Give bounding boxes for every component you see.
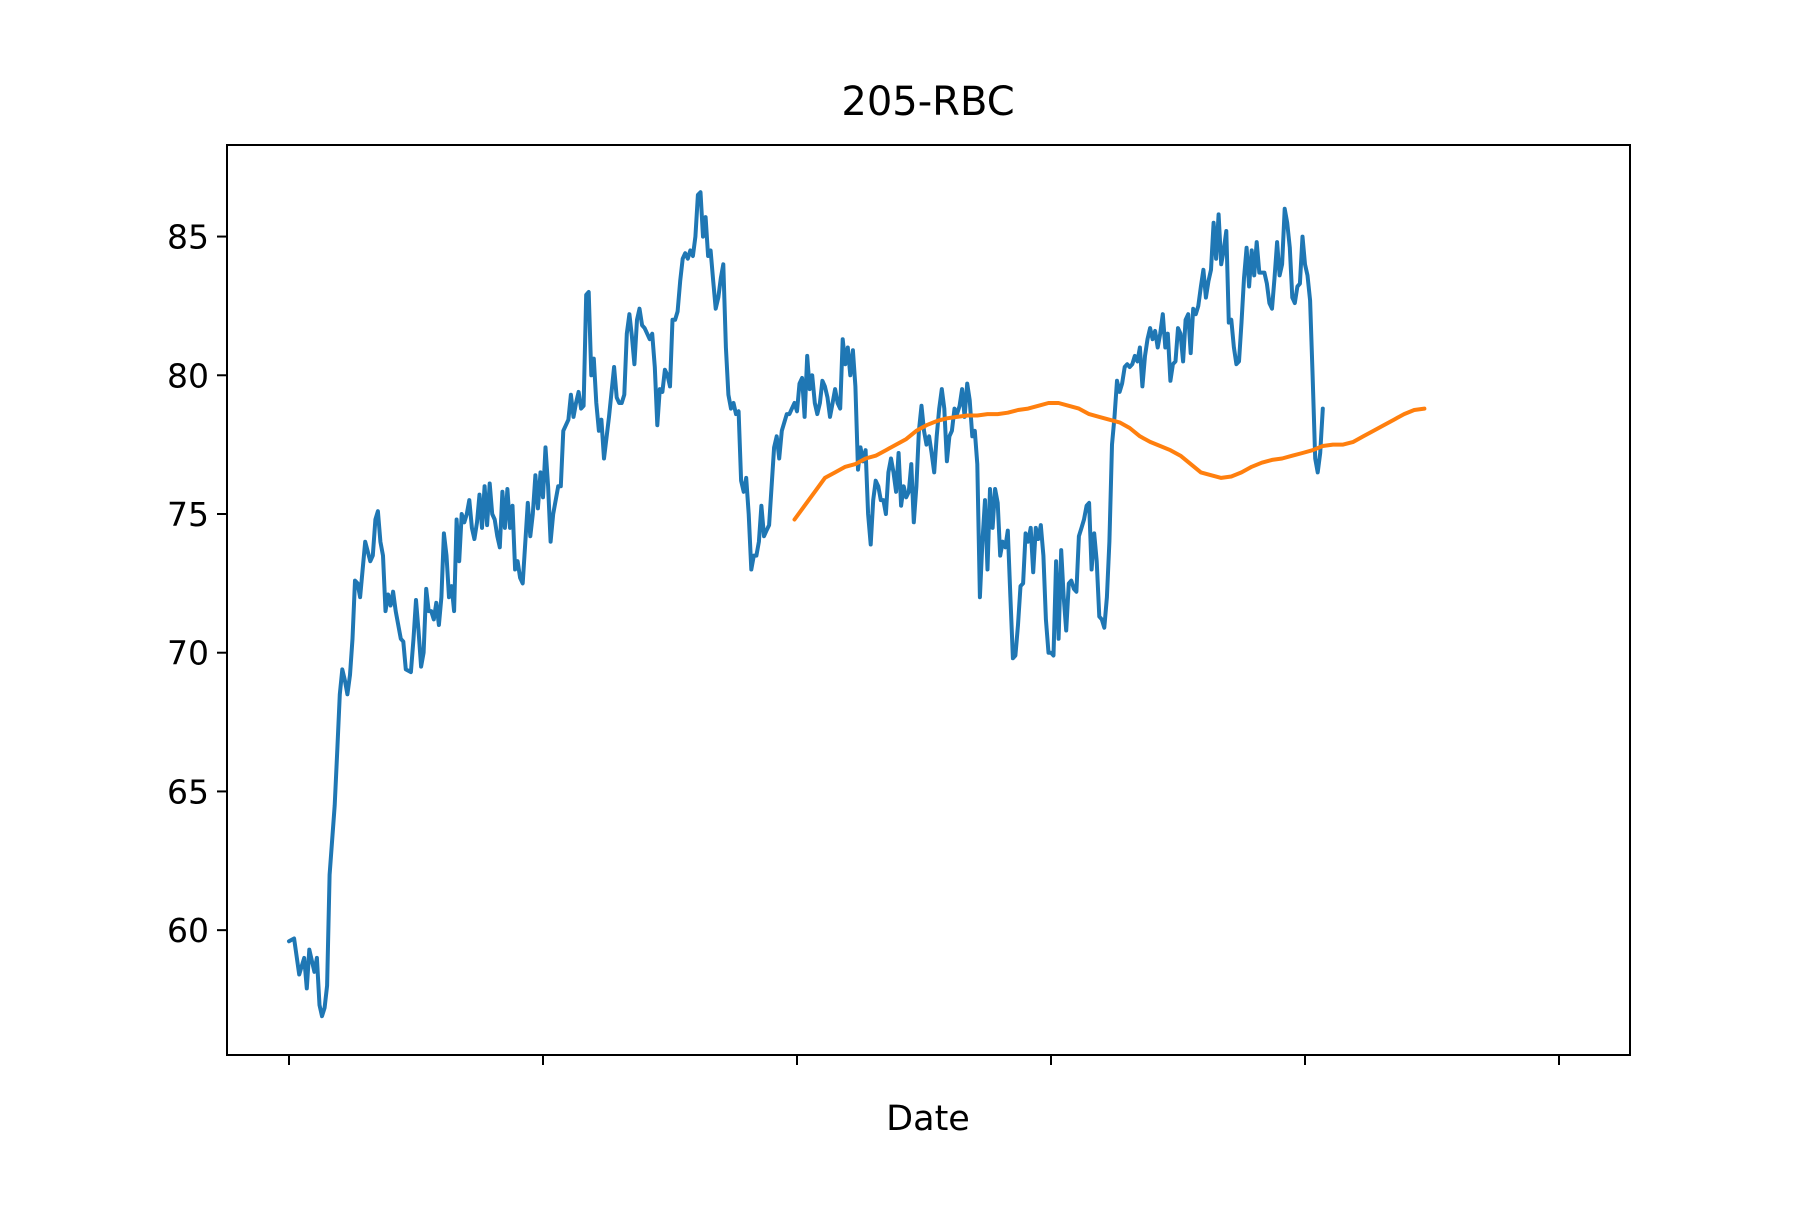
moving-average-series-line bbox=[792, 401, 1427, 522]
y-tick-label: 65 bbox=[167, 772, 209, 811]
plot-frame bbox=[226, 144, 1631, 1056]
x-axis bbox=[288, 1055, 1560, 1065]
y-tick-label: 75 bbox=[167, 495, 209, 534]
y-tick-label: 85 bbox=[167, 218, 209, 257]
y-tick-label: 80 bbox=[167, 356, 209, 395]
plot-lines bbox=[287, 190, 1427, 1019]
y-tick-label: 70 bbox=[167, 634, 209, 673]
chart-title: 205-RBC bbox=[841, 79, 1014, 125]
x-axis-label: Date bbox=[886, 1099, 970, 1139]
y-axis: 60 65 70 75 80 85 bbox=[167, 218, 227, 950]
y-tick-label: 60 bbox=[167, 911, 209, 950]
price-series-line bbox=[287, 190, 1325, 1019]
